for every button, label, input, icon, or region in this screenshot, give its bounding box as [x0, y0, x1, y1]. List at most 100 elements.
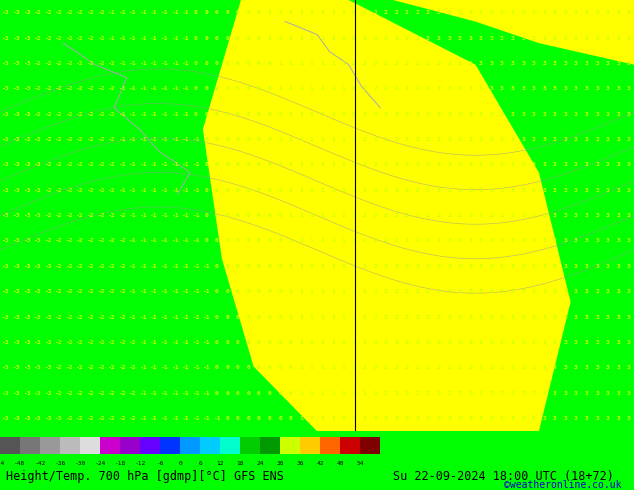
Text: -1: -1 — [150, 340, 157, 345]
Text: 3: 3 — [616, 10, 620, 15]
Text: 1: 1 — [320, 340, 324, 345]
Bar — [200, 437, 220, 454]
Text: 3: 3 — [532, 137, 536, 142]
Text: -1: -1 — [107, 36, 115, 41]
Text: 3: 3 — [616, 391, 620, 395]
Text: 3: 3 — [479, 315, 482, 319]
Text: 3: 3 — [627, 239, 631, 244]
Text: 3: 3 — [574, 213, 578, 218]
Text: 0: 0 — [204, 213, 208, 218]
Text: 3: 3 — [521, 10, 525, 15]
Text: -1: -1 — [128, 112, 136, 117]
Text: 2: 2 — [426, 86, 430, 91]
Text: 2: 2 — [426, 315, 430, 319]
Text: 1: 1 — [331, 188, 335, 193]
Text: -2: -2 — [65, 10, 72, 15]
Text: 0: 0 — [268, 289, 271, 294]
Text: 2: 2 — [373, 239, 377, 244]
Text: -1: -1 — [171, 315, 178, 319]
Text: 3: 3 — [595, 239, 599, 244]
Text: 3: 3 — [585, 137, 588, 142]
Text: -1: -1 — [160, 340, 167, 345]
Text: 3: 3 — [595, 416, 599, 421]
Text: 2: 2 — [405, 86, 409, 91]
Text: 1: 1 — [299, 315, 303, 319]
Text: -3: -3 — [23, 416, 30, 421]
Text: 3: 3 — [616, 86, 620, 91]
Text: -1: -1 — [160, 137, 167, 142]
Text: 3: 3 — [585, 162, 588, 168]
Text: 3: 3 — [458, 162, 462, 168]
Text: 3: 3 — [627, 112, 631, 117]
Text: 3: 3 — [469, 10, 472, 15]
Text: -6: -6 — [157, 461, 164, 465]
Text: -3: -3 — [44, 391, 51, 395]
Text: -2: -2 — [44, 61, 51, 66]
Text: 3: 3 — [510, 340, 514, 345]
Text: -3: -3 — [23, 162, 30, 168]
Text: 2: 2 — [373, 391, 377, 395]
Text: 2: 2 — [437, 365, 441, 370]
Text: 24: 24 — [257, 461, 264, 465]
Text: -1: -1 — [171, 162, 178, 168]
Text: 3: 3 — [447, 86, 451, 91]
Text: 2: 2 — [394, 162, 398, 168]
Text: -3: -3 — [12, 112, 20, 117]
Text: 3: 3 — [542, 162, 546, 168]
Text: 3: 3 — [437, 112, 441, 117]
Text: -3: -3 — [12, 36, 20, 41]
Text: 3: 3 — [532, 188, 536, 193]
Text: 0: 0 — [225, 239, 229, 244]
Text: -2: -2 — [75, 137, 83, 142]
Text: 3: 3 — [521, 315, 525, 319]
Text: 3: 3 — [542, 213, 546, 218]
Text: -42: -42 — [34, 461, 46, 465]
Text: 1: 1 — [320, 416, 324, 421]
Text: 3: 3 — [479, 365, 482, 370]
Text: 3: 3 — [510, 315, 514, 319]
Text: 1: 1 — [331, 416, 335, 421]
Text: -2: -2 — [86, 391, 94, 395]
Text: -2: -2 — [65, 391, 72, 395]
Text: -3: -3 — [44, 264, 51, 269]
Text: 1: 1 — [278, 61, 282, 66]
Text: 3: 3 — [447, 10, 451, 15]
Text: 3: 3 — [479, 391, 482, 395]
Text: -3: -3 — [1, 162, 9, 168]
Text: 1: 1 — [331, 36, 335, 41]
Text: 0: 0 — [204, 162, 208, 168]
Text: 3: 3 — [564, 10, 567, 15]
Text: 0: 0 — [247, 36, 250, 41]
Text: 3: 3 — [564, 365, 567, 370]
Text: 3: 3 — [585, 188, 588, 193]
Text: -1: -1 — [160, 391, 167, 395]
Text: 2: 2 — [447, 391, 451, 395]
Text: 2: 2 — [363, 188, 366, 193]
Text: -2: -2 — [33, 36, 41, 41]
Text: 3: 3 — [500, 315, 504, 319]
Text: 1: 1 — [331, 239, 335, 244]
Text: -1: -1 — [181, 264, 189, 269]
Text: -2: -2 — [96, 61, 104, 66]
Text: 0: 0 — [236, 391, 240, 395]
Text: 3: 3 — [542, 391, 546, 395]
Text: 3: 3 — [595, 365, 599, 370]
Text: 2: 2 — [363, 112, 366, 117]
Text: -2: -2 — [96, 213, 104, 218]
Text: -2: -2 — [107, 86, 115, 91]
Text: -2: -2 — [55, 188, 62, 193]
Text: 2: 2 — [384, 289, 387, 294]
Text: 3: 3 — [585, 86, 588, 91]
Text: 0: 0 — [236, 416, 240, 421]
Text: 1: 1 — [331, 137, 335, 142]
Text: 2: 2 — [352, 36, 356, 41]
Text: 3: 3 — [574, 36, 578, 41]
Text: -1: -1 — [171, 112, 178, 117]
Text: 3: 3 — [605, 213, 609, 218]
Text: 3: 3 — [510, 10, 514, 15]
Text: 3: 3 — [595, 289, 599, 294]
Text: 3: 3 — [458, 315, 462, 319]
Text: 0: 0 — [236, 10, 240, 15]
Text: 0: 0 — [215, 10, 219, 15]
Text: 3: 3 — [616, 213, 620, 218]
